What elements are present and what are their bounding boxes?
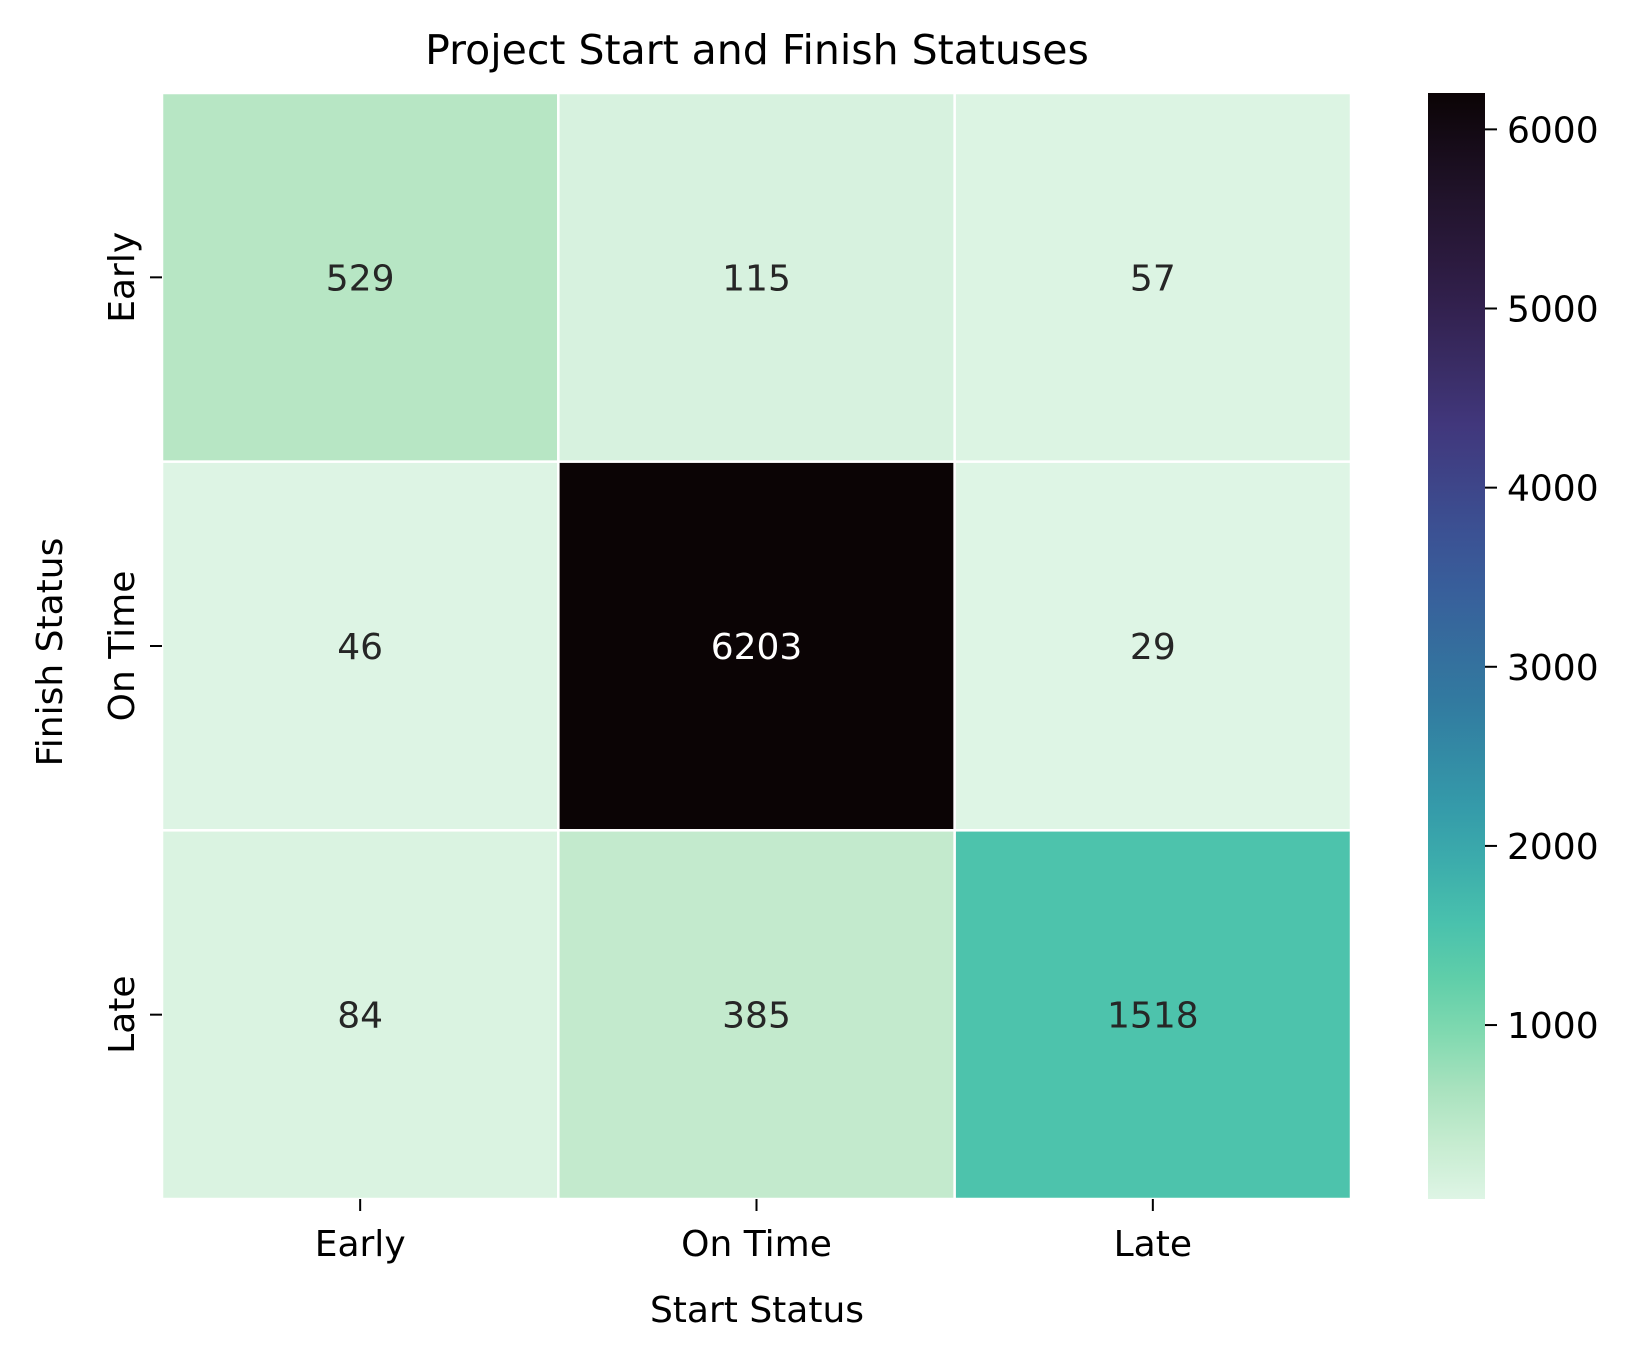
colorbar-tick-label: 6000 bbox=[1507, 110, 1599, 151]
x-tick-label: Early bbox=[315, 1224, 406, 1265]
colorbar-tick-label: 5000 bbox=[1507, 290, 1599, 331]
colorbar bbox=[1428, 93, 1485, 1199]
colorbar-tick-label: 1000 bbox=[1507, 1006, 1599, 1047]
heatmap-cell bbox=[557, 91, 956, 463]
heatmap-cells bbox=[160, 91, 1353, 1201]
cell-value-label: 1518 bbox=[1107, 996, 1199, 1037]
heatmap-cell bbox=[557, 829, 956, 1201]
colorbar-ticks: 1000 2000 3000 4000 5000 6000 bbox=[1485, 110, 1599, 1047]
colorbar-tick-label: 4000 bbox=[1507, 469, 1599, 510]
cell-value-label: 115 bbox=[722, 258, 791, 299]
cell-value-label: 29 bbox=[1130, 627, 1176, 668]
y-tick-label: Late bbox=[102, 975, 143, 1053]
cell-value-label: 57 bbox=[1130, 258, 1176, 299]
cell-value-label: 6203 bbox=[711, 627, 803, 668]
colorbar-tick-label: 2000 bbox=[1507, 827, 1599, 868]
cell-value-label: 84 bbox=[337, 996, 383, 1037]
y-tick-label: Early bbox=[102, 232, 143, 323]
colorbar-tick-label: 3000 bbox=[1507, 648, 1599, 689]
x-axis-label: Start Status bbox=[650, 1290, 864, 1331]
cell-value-label: 385 bbox=[722, 996, 791, 1037]
y-axis-label: Finish Status bbox=[30, 538, 71, 767]
heatmap-cell bbox=[160, 460, 560, 832]
heatmap-cell bbox=[953, 91, 1353, 463]
y-axis: Early On Time Late bbox=[102, 232, 162, 1054]
cell-annotations: 529 115 57 46 6203 29 84 385 1518 bbox=[326, 258, 1199, 1036]
cell-value-label: 529 bbox=[326, 258, 395, 299]
heatmap-cell bbox=[160, 91, 560, 463]
heatmap-cell bbox=[160, 829, 560, 1201]
chart-title: Project Start and Finish Statuses bbox=[425, 26, 1089, 74]
cell-value-label: 46 bbox=[337, 627, 383, 668]
heatmap-cell bbox=[953, 829, 1353, 1201]
y-tick-label: On Time bbox=[102, 571, 143, 722]
x-tick-label: Late bbox=[1114, 1224, 1192, 1265]
x-tick-label: On Time bbox=[681, 1224, 832, 1265]
x-axis: Early On Time Late bbox=[315, 1199, 1192, 1265]
